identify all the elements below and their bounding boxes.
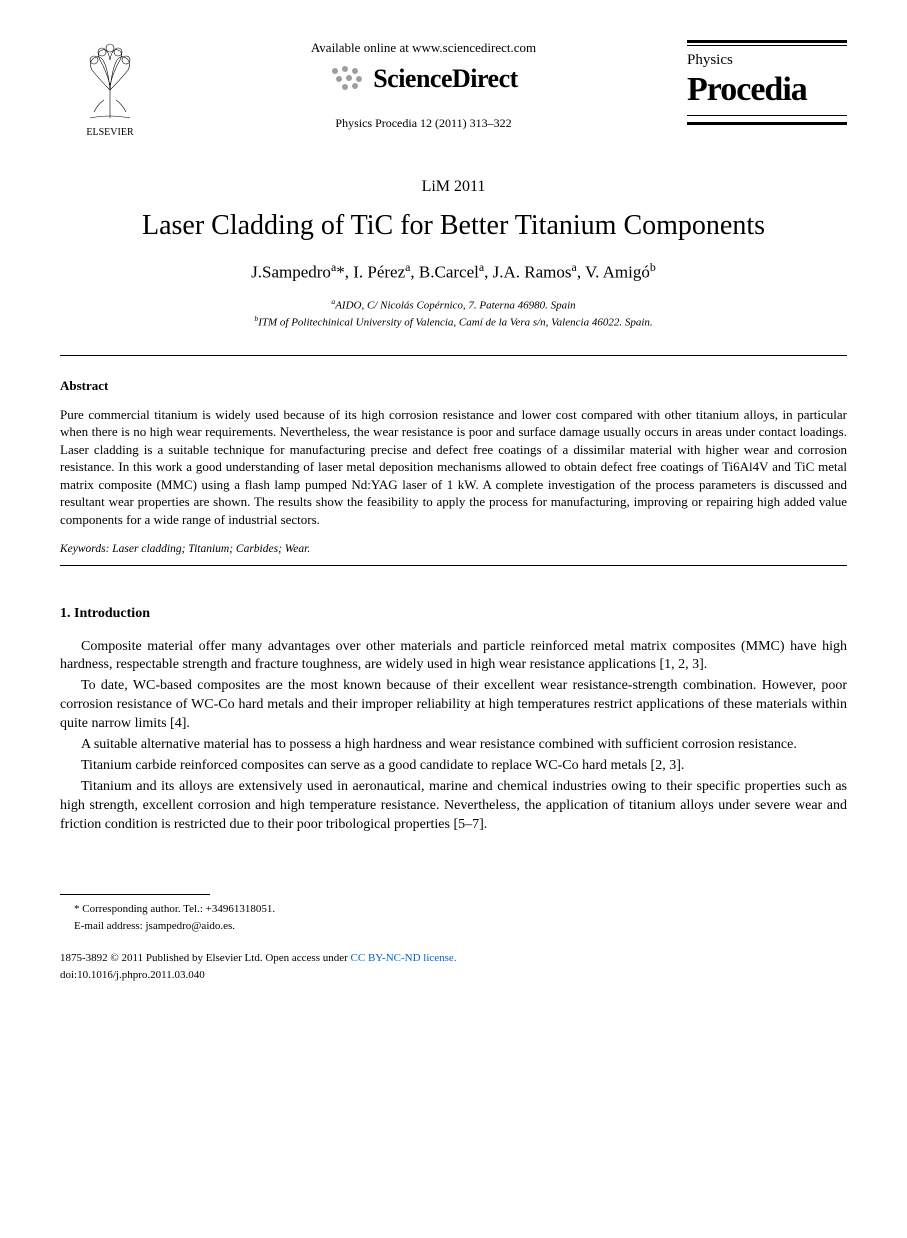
journal-logo: Physics Procedia xyxy=(687,40,847,127)
paper-title: Laser Cladding of TiC for Better Titaniu… xyxy=(60,210,847,242)
authors-line: J.Sampedroa*, I. Péreza, B.Carcela, J.A.… xyxy=(60,260,847,283)
sciencedirect-logo: ScienceDirect xyxy=(160,64,687,98)
intro-paragraph-3: A suitable alternative material has to p… xyxy=(60,736,847,755)
elsevier-logo: ELSEVIER xyxy=(60,40,160,138)
email-label: E-mail address: xyxy=(74,920,143,932)
available-online-text: Available online at www.sciencedirect.co… xyxy=(160,40,687,56)
journal-physics-label: Physics xyxy=(687,52,847,69)
keywords-line: Keywords: Laser cladding; Titanium; Carb… xyxy=(60,543,847,555)
journal-name: Procedia xyxy=(687,71,847,109)
footnote-separator xyxy=(60,894,210,895)
header-center: Available online at www.sciencedirect.co… xyxy=(160,40,687,131)
intro-paragraph-1: Composite material offer many advantages… xyxy=(60,638,847,676)
section-1-heading: 1. Introduction xyxy=(60,606,847,622)
rule-below-keywords xyxy=(60,565,847,566)
copyright-line: 1875-3892 © 2011 Published by Elsevier L… xyxy=(60,950,847,967)
intro-paragraph-5: Titanium and its alloys are extensively … xyxy=(60,778,847,835)
footer: 1875-3892 © 2011 Published by Elsevier L… xyxy=(60,950,847,983)
affiliation-b: bITM of Politechinical University of Val… xyxy=(60,314,847,331)
abstract-heading: Abstract xyxy=(60,378,847,394)
corresponding-author-note: * Corresponding author. Tel.: +349613180… xyxy=(80,901,847,918)
intro-paragraph-2: To date, WC-based composites are the mos… xyxy=(60,677,847,734)
sciencedirect-text: ScienceDirect xyxy=(373,64,518,93)
sciencedirect-dots-icon xyxy=(329,65,367,98)
open-access-label: Open access under xyxy=(265,952,347,964)
elsevier-label: ELSEVIER xyxy=(60,127,160,138)
email-address: jsampedro@aido.es. xyxy=(145,920,235,932)
license-link[interactable]: CC BY-NC-ND license. xyxy=(351,952,457,964)
conference-name: LiM 2011 xyxy=(60,178,847,196)
intro-paragraph-4: Titanium carbide reinforced composites c… xyxy=(60,757,847,776)
email-note: E-mail address: jsampedro@aido.es. xyxy=(80,918,847,935)
header-row: ELSEVIER Available online at www.science… xyxy=(60,40,847,138)
elsevier-tree-icon xyxy=(70,40,150,120)
affiliation-a: aAIDO, C/ Nicolás Copérnico, 7. Paterna … xyxy=(60,297,847,314)
abstract-text: Pure commercial titanium is widely used … xyxy=(60,406,847,529)
issn-copyright: 1875-3892 © 2011 Published by Elsevier L… xyxy=(60,952,263,964)
doi-line: doi:10.1016/j.phpro.2011.03.040 xyxy=(60,967,847,984)
rule-above-abstract xyxy=(60,355,847,356)
affiliations: aAIDO, C/ Nicolás Copérnico, 7. Paterna … xyxy=(60,297,847,331)
citation-text: Physics Procedia 12 (2011) 313–322 xyxy=(160,116,687,131)
